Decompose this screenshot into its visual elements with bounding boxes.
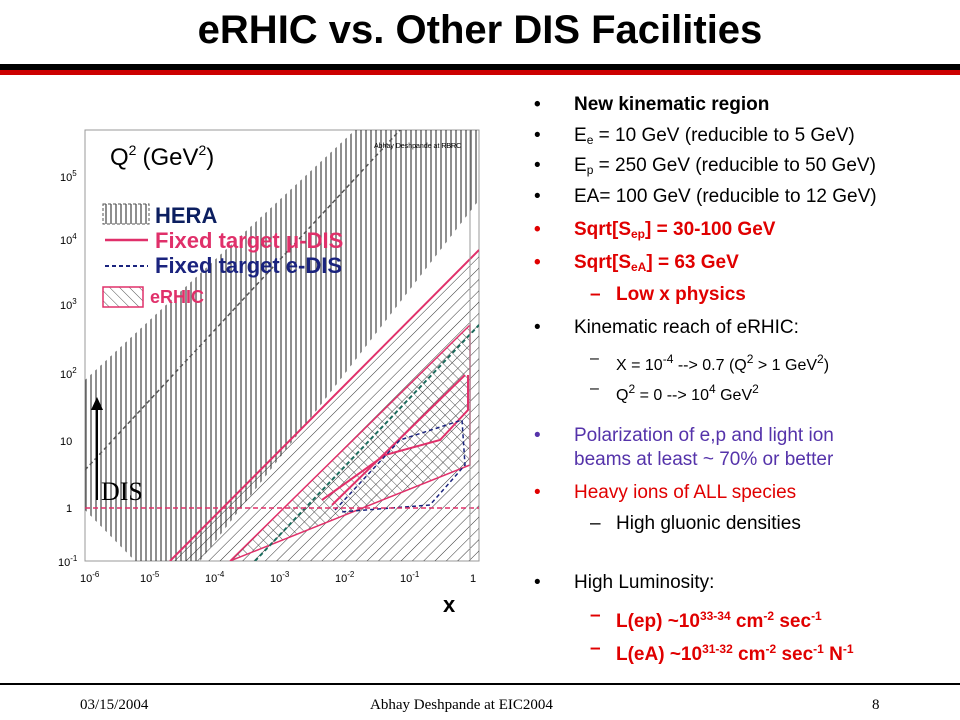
footer-date: 03/15/2004 [80,697,149,713]
bullet-dot: • [534,572,541,593]
bullet-dot: • [534,317,541,338]
y-tick-label: 102 [60,366,77,381]
bullet-text: beams at least ~ 70% or better [574,449,834,470]
bullet-text: New kinematic region [574,94,770,115]
legend-erhic-swatch [102,286,144,308]
x-tick-label: 10-1 [400,570,420,585]
y-tick-label: 10-1 [58,554,78,569]
x-tick-label: 10-2 [335,570,355,585]
figure-credit: Abhay Deshpande at RBRC [374,143,461,150]
x-tick-label: 10-6 [80,570,100,585]
bullet-text: High Luminosity: [574,572,715,593]
footer-rule [0,683,960,685]
x-tick-label: 1 [470,573,476,585]
legend-e-dis-label: Fixed target e-DIS [155,253,342,278]
dash-marker: – [590,605,601,626]
bullet-dot: • [534,125,541,146]
bullet-dot: • [534,482,541,503]
bullet-text: Low x physics [616,284,746,305]
e-dis-contour [334,418,466,513]
bullet-text: L(ep) ~1033-34 cm-2 sec-1 [616,609,822,632]
bullet-text: Ee = 10 GeV (reducible to 5 GeV) [574,125,855,147]
kinematic-plane-figure: Q2 (GeV2) Abhay Deshpande at RBRC HERA Fi… [58,129,480,617]
footer-page-number: 8 [872,697,880,713]
dash-marker: – [590,513,601,534]
x-axis-label: x [443,592,456,617]
dash-marker: – [590,380,599,397]
y-tick-label: 10 [60,436,72,448]
bullet-dot: • [534,155,541,176]
x-tick-label: 10-4 [205,570,225,585]
x-tick-label: 10-5 [140,570,160,585]
bullet-text: Ep = 250 GeV (reducible to 50 GeV) [574,155,876,177]
bullet-text: Kinematic reach of eRHIC: [574,317,799,338]
dash-marker: – [590,638,601,659]
bullet-text: EA= 100 GeV (reducible to 12 GeV) [574,186,877,207]
bullet-dot: • [534,186,541,207]
y-tick-label: 1 [66,503,72,515]
bullet-text: L(eA) ~1031-32 cm-2 sec-1 N-1 [616,642,854,665]
dis-arrow-head [91,397,103,410]
title-rule-red [0,70,960,75]
hera-boundary-right [254,324,479,561]
y-tick-label: 104 [60,232,77,247]
y-tick-label: 105 [60,169,77,184]
title-rule-black [0,64,960,70]
legend-mu-dis-label: Fixed target μ-DIS [155,228,343,253]
bullet-text: Q2 = 0 --> 104 GeV2 [616,382,759,404]
footer-presenter: Abhay Deshpande at EIC2004 [370,697,553,713]
hera-region [85,130,479,561]
dash-marker: – [590,350,599,367]
dis-label: DIS [101,477,143,506]
y-axis-label: Q2 (GeV2) [110,142,214,171]
mu-dis-boundary-1 [169,249,479,561]
legend-erhic-label: eRHIC [150,287,204,307]
bullet-text: X = 10-4 --> 0.7 (Q2 > 1 GeV2) [616,352,830,374]
bullet-text: Sqrt[SeA] = 63 GeV [574,252,739,274]
legend-hera-swatch [102,203,150,225]
bullet-dot: • [534,252,541,273]
slide-title: eRHIC vs. Other DIS Facilities [197,8,763,52]
legend-hera-label: HERA [155,203,217,228]
bullet-dot: • [534,219,541,240]
bullet-text: High gluonic densities [616,513,801,534]
bullet-dot: • [534,94,541,115]
bullet-dot: • [534,425,541,446]
bullet-text: Sqrt[Sep] = 30-100 GeV [574,219,776,241]
mu-dis-contour [321,375,469,501]
bullet-text: Polarization of e,p and light ion [574,425,834,446]
y-tick-label: 103 [60,297,77,312]
bullet-text: Heavy ions of ALL species [574,482,797,503]
mu-dis-boundary-2 [331,374,466,506]
x-tick-label: 10-3 [270,570,290,585]
hera-boundary-left [85,130,401,471]
dash-marker: – [590,284,601,305]
